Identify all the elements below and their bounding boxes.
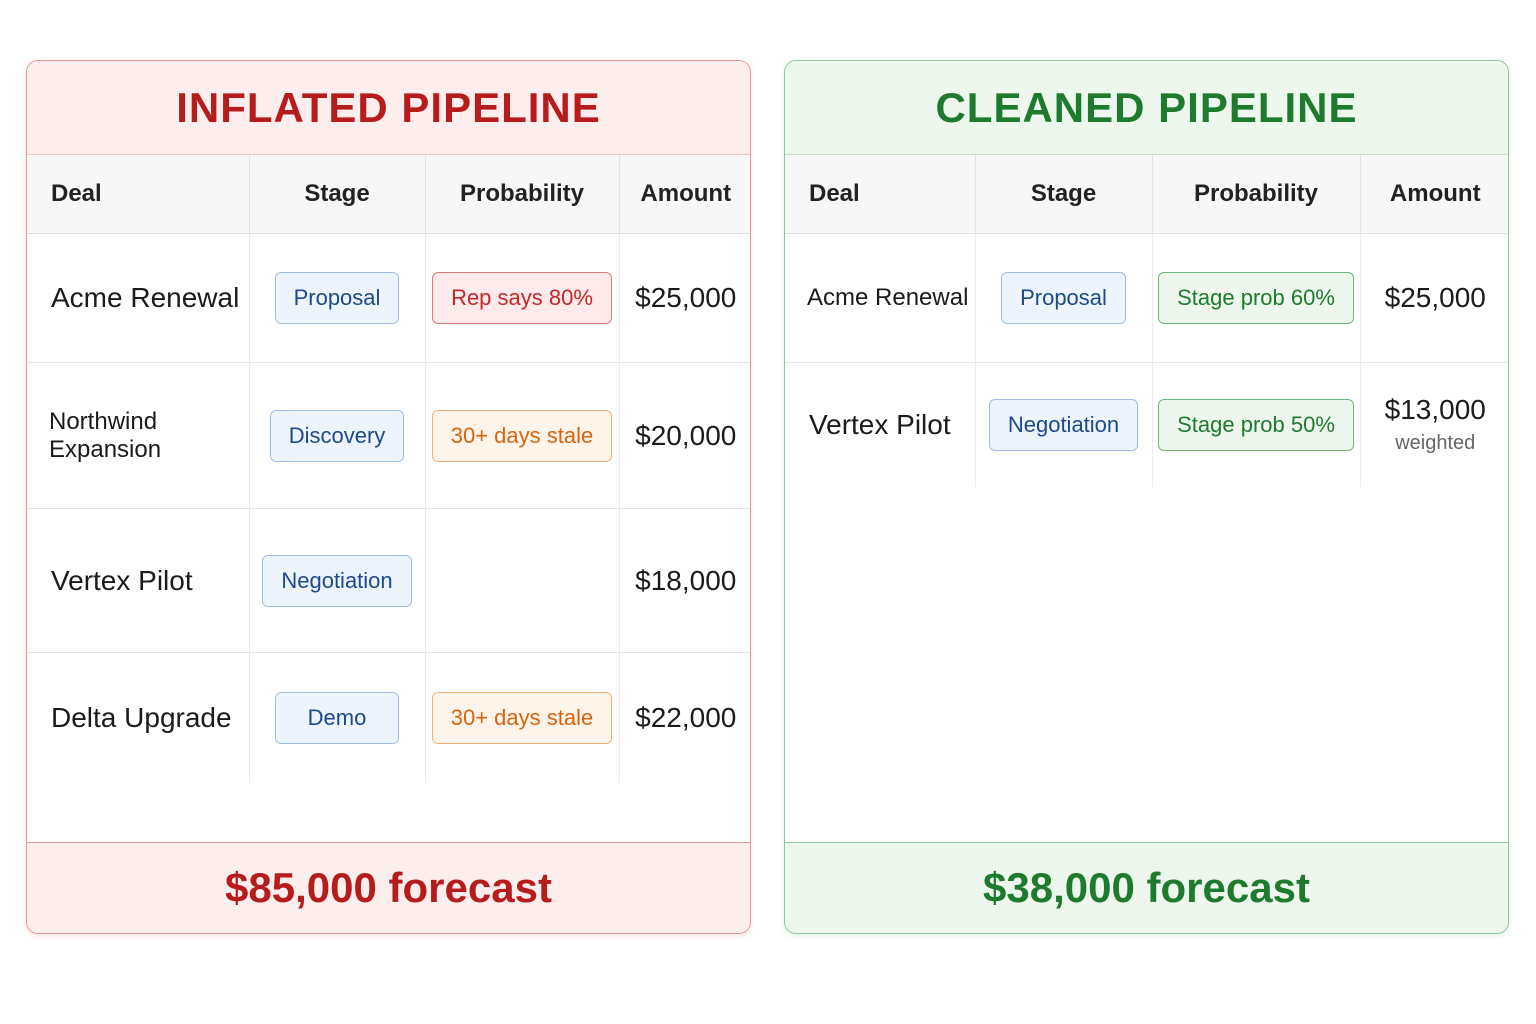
table-row: Vertex Pilot Negotiation Stage prob 50% … xyxy=(785,362,1508,487)
deal-name: Vertex Pilot xyxy=(27,508,250,653)
column-header-amount: Amount xyxy=(619,155,750,234)
stage-badge: Demo xyxy=(274,691,400,744)
deal-amount: $25,000 xyxy=(1360,233,1508,363)
column-header-deal: Deal xyxy=(785,155,976,234)
probability-badge: Stage prob 60% xyxy=(1158,272,1354,324)
cleaned-pipeline-panel: CLEANED PIPELINE Deal Stage Probability … xyxy=(784,60,1509,934)
column-header-stage: Stage xyxy=(249,155,426,234)
deal-name: Acme Renewal xyxy=(27,233,250,363)
stale-badge: 30+ days stale xyxy=(431,691,613,744)
cleaned-pipeline-table: Deal Stage Probability Amount Acme Renew… xyxy=(785,155,1508,487)
stage-badge: Proposal xyxy=(274,272,400,324)
inflated-pipeline-panel: INFLATED PIPELINE Deal Stage Probability… xyxy=(26,60,751,934)
deal-name: Vertex Pilot xyxy=(785,362,976,487)
table-row: Delta Upgrade Demo 30+ days stale $22,00… xyxy=(27,652,750,783)
probability-badge: Stage prob 50% xyxy=(1158,398,1354,451)
column-header-amount: Amount xyxy=(1360,155,1508,234)
deal-name: Delta Upgrade xyxy=(27,652,250,783)
deal-name: Acme Renewal xyxy=(785,233,976,363)
weighted-note: weighted xyxy=(1395,432,1476,455)
column-header-probability: Probability xyxy=(425,155,620,234)
inflated-forecast-total: $85,000 forecast xyxy=(27,842,750,933)
deal-amount: $18,000 xyxy=(619,508,750,653)
stage-badge: Negotiation xyxy=(988,398,1139,451)
cleaned-pipeline-title: CLEANED PIPELINE xyxy=(785,61,1508,155)
column-header-probability: Probability xyxy=(1152,155,1361,234)
column-header-stage: Stage xyxy=(975,155,1153,234)
deal-amount: $22,000 xyxy=(635,701,737,733)
deal-amount: $25,000 xyxy=(619,233,750,363)
table-row: Acme Renewal Proposal Rep says 80% $25,0… xyxy=(27,233,750,363)
inflated-pipeline-title: INFLATED PIPELINE xyxy=(27,61,750,155)
table-row: Vertex Pilot Negotiation $18,000 xyxy=(27,508,750,653)
deal-amount-cell: $13,000 weighted xyxy=(1360,363,1508,487)
column-header-deal: Deal xyxy=(27,155,250,234)
inflated-pipeline-table: Deal Stage Probability Amount Acme Renew… xyxy=(27,155,750,783)
deal-name: Northwind Expansion xyxy=(27,362,250,509)
deal-amount: $20,000 xyxy=(619,362,750,509)
probability-empty-cell xyxy=(425,508,620,653)
deal-amount: $13,000 xyxy=(1384,394,1486,426)
stale-badge: 30+ days stale xyxy=(431,409,613,462)
table-row: Northwind Expansion Discovery 30+ days s… xyxy=(27,362,750,509)
table-header-row: Deal Stage Probability Amount xyxy=(27,155,750,234)
stage-badge: Proposal xyxy=(1001,272,1126,324)
probability-badge: Rep says 80% xyxy=(432,272,612,324)
table-header-row: Deal Stage Probability Amount xyxy=(785,155,1508,234)
table-row: Acme Renewal Proposal Stage prob 60% $25… xyxy=(785,233,1508,363)
stage-badge: Discovery xyxy=(269,409,405,462)
stage-badge: Negotiation xyxy=(262,554,412,607)
cleaned-forecast-total: $38,000 forecast xyxy=(785,842,1508,933)
